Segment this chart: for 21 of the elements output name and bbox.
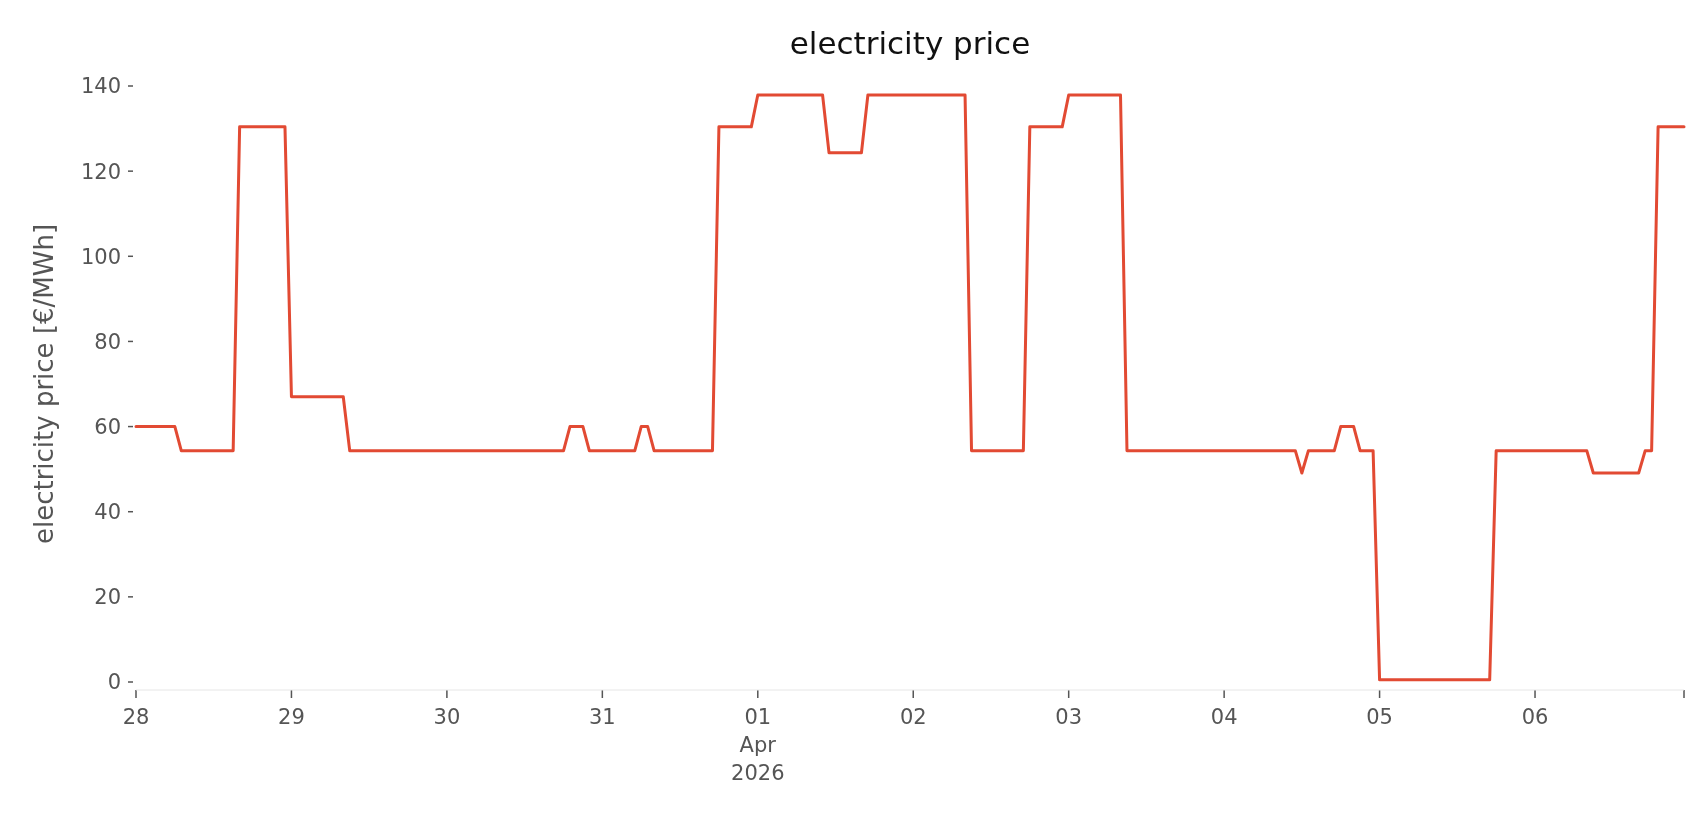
y-tick-label: 60 (94, 414, 121, 439)
y-tick-label: 20 (94, 585, 121, 610)
x-tick-label: 03 (1055, 705, 1083, 729)
x-tick-label: 05 (1366, 705, 1393, 729)
y-axis-title: electricity price [€/MWh] (29, 223, 59, 545)
y-tick-label: 40 (94, 500, 121, 525)
x-tick-label: 01 Apr 2026 (731, 705, 785, 785)
x-tick-label: 30 (433, 705, 461, 729)
y-tick-label: 100 (80, 244, 121, 269)
y-tick-label: 0 (107, 670, 121, 695)
x-tick-label: 29 (278, 705, 305, 729)
x-tick-label: 04 (1210, 705, 1238, 729)
line-series (134, 93, 1686, 682)
x-tick-label: 02 (899, 705, 927, 729)
chart-title: electricity price (789, 25, 1031, 61)
y-tick-label: 140 (80, 74, 121, 99)
x-tick-label: 28 (122, 705, 150, 729)
y-tick-label: 80 (94, 329, 121, 354)
x-tick-label: 06 (1521, 705, 1549, 729)
y-tick-label: 120 (80, 159, 121, 184)
x-tick-label: 31 (588, 705, 616, 729)
